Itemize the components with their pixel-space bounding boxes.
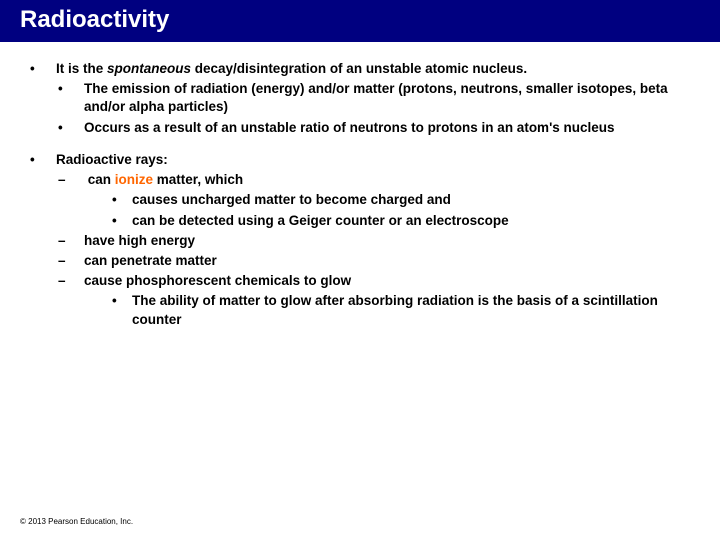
b1a-text: The emission of radiation (energy) and/o…	[84, 80, 692, 116]
bullet-dot: •	[56, 80, 84, 116]
d1b-text: can be detected using a Geiger counter o…	[132, 212, 692, 230]
bullet-1b: • Occurs as a result of an unstable rati…	[56, 119, 692, 137]
d1-pre: can	[88, 172, 115, 187]
bullet-1: • It is the spontaneous decay/disintegra…	[28, 60, 692, 137]
d1-accent: ionize	[115, 172, 153, 187]
b1b-text: Occurs as a result of an unstable ratio …	[84, 119, 692, 137]
bullet-dot: •	[56, 119, 84, 137]
dash-2: – have high energy	[56, 232, 692, 250]
d3-text: can penetrate matter	[84, 252, 692, 270]
b1-pre: It is the	[56, 61, 107, 76]
d4-lead: cause phosphorescent chemicals to glow	[84, 273, 351, 288]
d4-sub-text: The ability of matter to glow after abso…	[132, 292, 692, 328]
bullet-2: • Radioactive rays: – can ionize matter,…	[28, 151, 692, 329]
dash-mark: –	[56, 171, 84, 230]
bullet-dot: •	[28, 151, 56, 329]
d1a-text: causes uncharged matter to become charge…	[132, 191, 692, 209]
dash-mark: –	[56, 272, 84, 329]
bullet-1a: • The emission of radiation (energy) and…	[56, 80, 692, 116]
slide-title: Radioactivity	[0, 0, 720, 42]
dash-3: – can penetrate matter	[56, 252, 692, 270]
b1-em: spontaneous	[107, 61, 191, 76]
b2-lead: Radioactive rays:	[56, 152, 168, 167]
dash-1: – can ionize matter, which • causes unch…	[56, 171, 692, 230]
d2-text: have high energy	[84, 232, 692, 250]
bullet-dot: •	[110, 191, 132, 209]
dash-4: – cause phosphorescent chemicals to glow…	[56, 272, 692, 329]
b1-post: decay/disintegration of an unstable atom…	[191, 61, 527, 76]
bullet-dot: •	[110, 292, 132, 328]
copyright-notice: © 2013 Pearson Education, Inc.	[20, 517, 133, 526]
bullet-dot: •	[28, 60, 56, 137]
dash-1-sub-a: • causes uncharged matter to become char…	[110, 191, 692, 209]
slide-body: • It is the spontaneous decay/disintegra…	[0, 42, 720, 329]
dash-1-sub-b: • can be detected using a Geiger counter…	[110, 212, 692, 230]
dash-4-sub: • The ability of matter to glow after ab…	[110, 292, 692, 328]
d1-post: matter, which	[153, 172, 243, 187]
bullet-dot: •	[110, 212, 132, 230]
dash-mark: –	[56, 232, 84, 250]
dash-mark: –	[56, 252, 84, 270]
